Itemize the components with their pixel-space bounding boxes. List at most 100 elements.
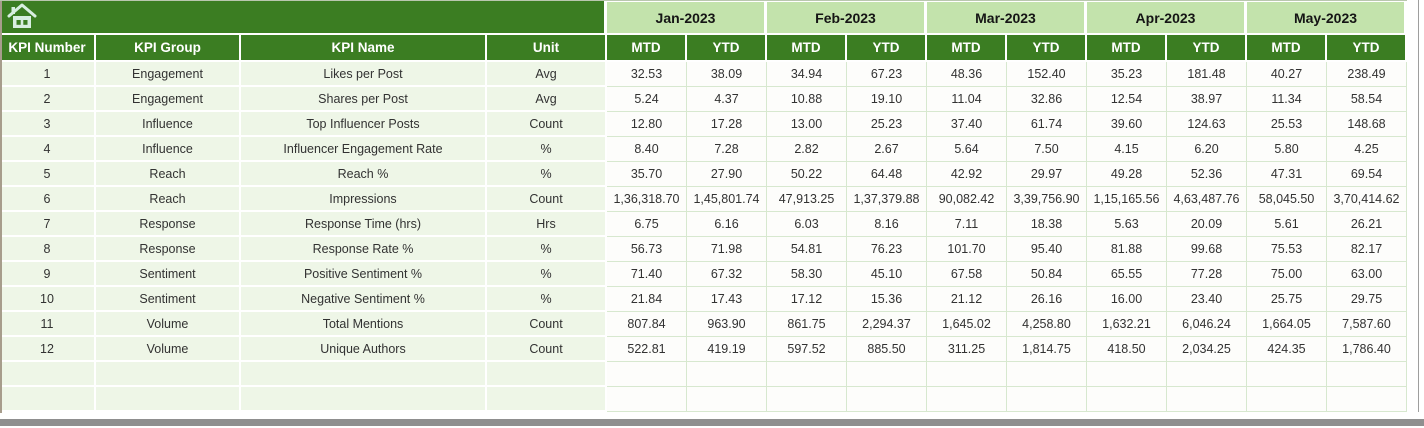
value-cell-may-2023-mtd[interactable]: 5.61 — [1247, 212, 1327, 237]
empty-cell[interactable] — [0, 387, 96, 412]
kpi-group-cell[interactable]: Engagement — [96, 87, 241, 112]
apr-2023-ytd-header[interactable]: YTD — [1167, 35, 1247, 62]
value-cell-feb-2023-mtd[interactable]: 58.30 — [767, 262, 847, 287]
unit-cell[interactable]: % — [487, 137, 607, 162]
value-cell-feb-2023-ytd[interactable]: 2.67 — [847, 137, 927, 162]
value-cell-apr-2023-mtd[interactable]: 39.60 — [1087, 112, 1167, 137]
kpi-number-cell[interactable]: 1 — [0, 62, 96, 87]
value-cell-feb-2023-ytd[interactable]: 45.10 — [847, 262, 927, 287]
kpi-number-cell[interactable]: 12 — [0, 337, 96, 362]
value-cell-feb-2023-ytd[interactable]: 885.50 — [847, 337, 927, 362]
empty-cell[interactable] — [1327, 387, 1407, 412]
value-cell-feb-2023-ytd[interactable]: 25.23 — [847, 112, 927, 137]
kpi-name-cell[interactable]: Negative Sentiment % — [241, 287, 487, 312]
value-cell-feb-2023-ytd[interactable]: 76.23 — [847, 237, 927, 262]
value-cell-apr-2023-ytd[interactable]: 4,63,487.76 — [1167, 187, 1247, 212]
month-header-mar-2023[interactable]: Mar-2023 — [927, 0, 1087, 35]
value-cell-mar-2023-mtd[interactable]: 42.92 — [927, 162, 1007, 187]
value-cell-may-2023-mtd[interactable]: 5.80 — [1247, 137, 1327, 162]
kpi-group-cell[interactable]: Response — [96, 237, 241, 262]
value-cell-jan-2023-mtd[interactable]: 56.73 — [607, 237, 687, 262]
value-cell-mar-2023-ytd[interactable]: 32.86 — [1007, 87, 1087, 112]
kpi-name-cell[interactable]: Response Time (hrs) — [241, 212, 487, 237]
kpi-name-header[interactable]: KPI Name — [241, 35, 487, 62]
value-cell-apr-2023-mtd[interactable]: 4.15 — [1087, 137, 1167, 162]
value-cell-apr-2023-mtd[interactable]: 418.50 — [1087, 337, 1167, 362]
value-cell-feb-2023-mtd[interactable]: 6.03 — [767, 212, 847, 237]
kpi-group-cell[interactable]: Response — [96, 212, 241, 237]
value-cell-jan-2023-mtd[interactable]: 5.24 — [607, 87, 687, 112]
value-cell-may-2023-ytd[interactable]: 148.68 — [1327, 112, 1407, 137]
empty-cell[interactable] — [767, 387, 847, 412]
value-cell-mar-2023-ytd[interactable]: 152.40 — [1007, 62, 1087, 87]
apr-2023-mtd-header[interactable]: MTD — [1087, 35, 1167, 62]
kpi-name-cell[interactable]: Likes per Post — [241, 62, 487, 87]
kpi-name-cell[interactable]: Influencer Engagement Rate — [241, 137, 487, 162]
value-cell-apr-2023-mtd[interactable]: 5.63 — [1087, 212, 1167, 237]
empty-cell[interactable] — [847, 387, 927, 412]
value-cell-mar-2023-ytd[interactable]: 4,258.80 — [1007, 312, 1087, 337]
value-cell-jan-2023-ytd[interactable]: 963.90 — [687, 312, 767, 337]
value-cell-may-2023-mtd[interactable]: 40.27 — [1247, 62, 1327, 87]
value-cell-jan-2023-mtd[interactable]: 71.40 — [607, 262, 687, 287]
value-cell-may-2023-mtd[interactable]: 1,664.05 — [1247, 312, 1327, 337]
value-cell-jan-2023-ytd[interactable]: 38.09 — [687, 62, 767, 87]
empty-cell[interactable] — [607, 362, 687, 387]
unit-cell[interactable]: Count — [487, 112, 607, 137]
value-cell-mar-2023-mtd[interactable]: 67.58 — [927, 262, 1007, 287]
value-cell-apr-2023-mtd[interactable]: 81.88 — [1087, 237, 1167, 262]
value-cell-mar-2023-mtd[interactable]: 101.70 — [927, 237, 1007, 262]
value-cell-apr-2023-mtd[interactable]: 35.23 — [1087, 62, 1167, 87]
mar-2023-mtd-header[interactable]: MTD — [927, 35, 1007, 62]
value-cell-jan-2023-ytd[interactable]: 4.37 — [687, 87, 767, 112]
value-cell-jan-2023-ytd[interactable]: 6.16 — [687, 212, 767, 237]
value-cell-jan-2023-ytd[interactable]: 71.98 — [687, 237, 767, 262]
value-cell-mar-2023-mtd[interactable]: 311.25 — [927, 337, 1007, 362]
empty-cell[interactable] — [1247, 362, 1327, 387]
unit-cell[interactable]: Count — [487, 187, 607, 212]
value-cell-feb-2023-mtd[interactable]: 10.88 — [767, 87, 847, 112]
empty-cell[interactable] — [1247, 387, 1327, 412]
value-cell-jan-2023-mtd[interactable]: 12.80 — [607, 112, 687, 137]
kpi-name-cell[interactable]: Shares per Post — [241, 87, 487, 112]
value-cell-may-2023-mtd[interactable]: 424.35 — [1247, 337, 1327, 362]
value-cell-mar-2023-ytd[interactable]: 29.97 — [1007, 162, 1087, 187]
empty-cell[interactable] — [1087, 362, 1167, 387]
month-header-apr-2023[interactable]: Apr-2023 — [1087, 0, 1247, 35]
empty-cell[interactable] — [1327, 362, 1407, 387]
value-cell-mar-2023-mtd[interactable]: 7.11 — [927, 212, 1007, 237]
kpi-group-header[interactable]: KPI Group — [96, 35, 241, 62]
value-cell-feb-2023-mtd[interactable]: 50.22 — [767, 162, 847, 187]
kpi-number-cell[interactable]: 4 — [0, 137, 96, 162]
value-cell-may-2023-ytd[interactable]: 82.17 — [1327, 237, 1407, 262]
value-cell-feb-2023-mtd[interactable]: 597.52 — [767, 337, 847, 362]
value-cell-apr-2023-ytd[interactable]: 6,046.24 — [1167, 312, 1247, 337]
unit-cell[interactable]: Count — [487, 337, 607, 362]
value-cell-may-2023-mtd[interactable]: 58,045.50 — [1247, 187, 1327, 212]
value-cell-apr-2023-mtd[interactable]: 12.54 — [1087, 87, 1167, 112]
value-cell-jan-2023-mtd[interactable]: 522.81 — [607, 337, 687, 362]
value-cell-apr-2023-ytd[interactable]: 23.40 — [1167, 287, 1247, 312]
value-cell-mar-2023-mtd[interactable]: 21.12 — [927, 287, 1007, 312]
empty-cell[interactable] — [687, 387, 767, 412]
value-cell-feb-2023-mtd[interactable]: 47,913.25 — [767, 187, 847, 212]
unit-cell[interactable]: Count — [487, 312, 607, 337]
value-cell-may-2023-ytd[interactable]: 7,587.60 — [1327, 312, 1407, 337]
value-cell-mar-2023-mtd[interactable]: 48.36 — [927, 62, 1007, 87]
value-cell-jan-2023-ytd[interactable]: 17.43 — [687, 287, 767, 312]
value-cell-apr-2023-mtd[interactable]: 65.55 — [1087, 262, 1167, 287]
unit-cell[interactable]: Avg — [487, 87, 607, 112]
jan-2023-ytd-header[interactable]: YTD — [687, 35, 767, 62]
value-cell-feb-2023-ytd[interactable]: 1,37,379.88 — [847, 187, 927, 212]
month-header-jan-2023[interactable]: Jan-2023 — [607, 0, 767, 35]
empty-cell[interactable] — [1007, 362, 1087, 387]
kpi-group-cell[interactable]: Reach — [96, 187, 241, 212]
value-cell-may-2023-mtd[interactable]: 25.75 — [1247, 287, 1327, 312]
value-cell-jan-2023-mtd[interactable]: 35.70 — [607, 162, 687, 187]
value-cell-may-2023-ytd[interactable]: 58.54 — [1327, 87, 1407, 112]
value-cell-feb-2023-ytd[interactable]: 64.48 — [847, 162, 927, 187]
value-cell-jan-2023-mtd[interactable]: 6.75 — [607, 212, 687, 237]
value-cell-apr-2023-ytd[interactable]: 20.09 — [1167, 212, 1247, 237]
kpi-group-cell[interactable]: Influence — [96, 112, 241, 137]
value-cell-mar-2023-ytd[interactable]: 7.50 — [1007, 137, 1087, 162]
